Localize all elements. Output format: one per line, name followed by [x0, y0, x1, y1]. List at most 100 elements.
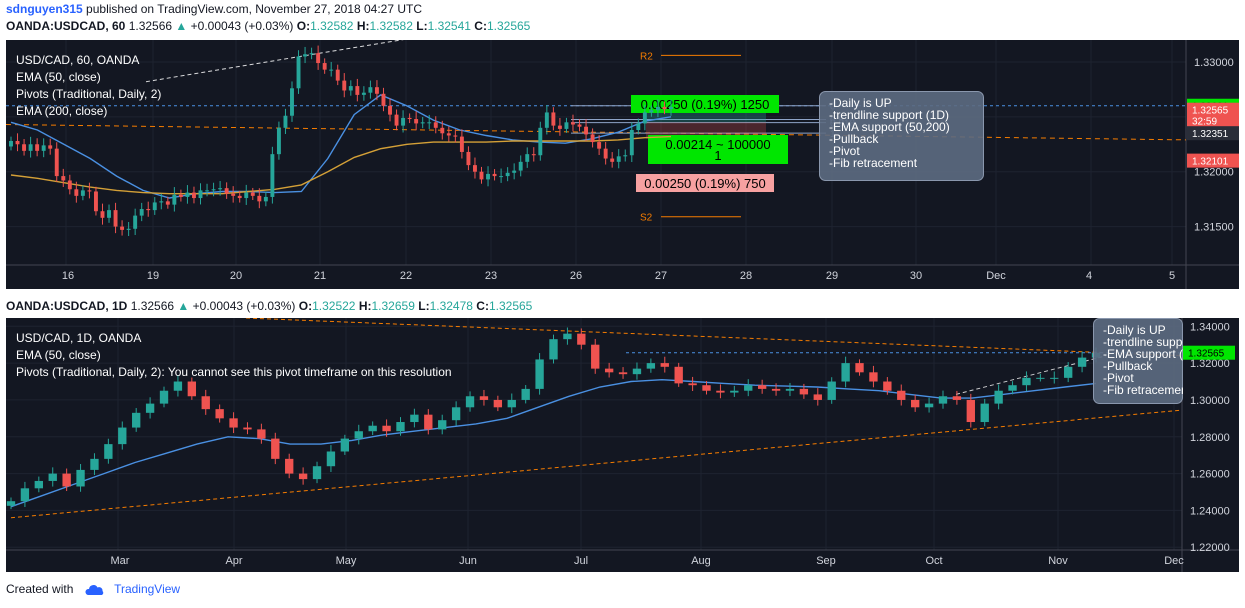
author-link[interactable]: sdnguyen315 — [6, 2, 83, 16]
y-tick-label: 1.32000 — [1190, 358, 1230, 370]
candle — [410, 414, 419, 423]
candle — [394, 114, 399, 126]
candle — [120, 226, 125, 230]
top-low: 1.32541 — [427, 19, 471, 33]
candle — [326, 451, 336, 467]
candle — [662, 106, 667, 110]
candle — [340, 438, 350, 452]
loss-zone — [646, 122, 766, 139]
y-tick-label: 1.26000 — [1190, 469, 1230, 481]
candle — [785, 388, 795, 391]
price-axis-label: 1.32565 — [1188, 349, 1225, 360]
annotation-line: -trendline support (1D) — [829, 108, 949, 122]
candle — [465, 396, 475, 408]
candle — [173, 381, 183, 391]
candle — [354, 431, 363, 439]
candle — [492, 173, 497, 177]
candle — [152, 202, 157, 211]
annotation-callout[interactable]: -Daily is UP-trendline support (1D)-EMA … — [1093, 318, 1224, 404]
candle — [551, 112, 556, 126]
candle — [76, 469, 85, 487]
annotation-box — [1093, 318, 1183, 404]
candle — [61, 176, 66, 181]
candle — [309, 53, 314, 55]
bottom-last: 1.32566 — [130, 299, 175, 313]
candle — [312, 466, 322, 480]
y-tick-label: 1.30000 — [1190, 395, 1230, 407]
candle — [980, 403, 989, 423]
candle — [54, 148, 59, 177]
candle — [646, 363, 656, 369]
candle — [205, 190, 209, 192]
candle — [544, 112, 549, 128]
legend-item: Pivots (Traditional, Daily, 2) — [16, 87, 161, 101]
ema50-line — [10, 94, 672, 199]
y-tick-label: 1.31500 — [1194, 222, 1234, 234]
candle — [15, 140, 20, 145]
resistance-trendline — [245, 318, 1183, 357]
top-symbol: OANDA:USDCAD, 60 — [6, 19, 126, 33]
candle — [1036, 377, 1045, 379]
candle — [107, 210, 111, 218]
candle — [577, 333, 586, 345]
candle — [361, 92, 366, 95]
candle — [6, 501, 16, 506]
candle — [1008, 385, 1017, 391]
position-label: 0.00214 ~ 100000 — [665, 137, 770, 152]
candle — [335, 69, 340, 81]
candle — [571, 122, 575, 125]
candle — [298, 473, 308, 480]
candle — [342, 80, 347, 91]
bottom-low: 1.32478 — [429, 299, 473, 313]
position-label: 1 — [714, 148, 721, 163]
candle — [629, 130, 634, 156]
tradingview-link[interactable]: TradingView — [114, 582, 181, 596]
candle — [642, 112, 647, 124]
x-tick-label: 21 — [314, 270, 326, 282]
top-chart-panel[interactable]: R2S200.50.61810.00250 (0.19%) 12500.0021… — [6, 40, 1239, 289]
candle — [459, 136, 464, 152]
candle — [276, 127, 281, 155]
candle — [87, 190, 92, 192]
up-arrow-icon: ▲ — [175, 19, 188, 33]
candle — [841, 363, 850, 382]
x-tick-label: Nov — [1048, 555, 1068, 567]
candle — [285, 458, 294, 474]
candle — [368, 87, 373, 93]
x-tick-label: 5 — [1169, 270, 1175, 282]
x-tick-label: 28 — [740, 270, 752, 282]
candle — [296, 56, 301, 89]
candle — [93, 191, 98, 212]
candle — [855, 363, 864, 373]
y-tick-label: 1.33000 — [1194, 57, 1234, 69]
bottom-chart-svg[interactable]: 1.34000 1.32000 1.30000 1.28000 1.26000 1.240… — [6, 318, 1239, 572]
annotation-callout[interactable]: -Daily is UP-trendline support (1D)-EMA … — [819, 91, 984, 181]
candle — [178, 194, 183, 197]
candle — [525, 154, 530, 162]
candle — [420, 122, 425, 124]
candle — [535, 359, 544, 389]
legend-item: EMA (50, close) — [16, 70, 101, 84]
candle — [283, 115, 288, 128]
candle — [250, 192, 255, 196]
top-chart-svg[interactable]: R2S200.50.61810.00250 (0.19%) 12500.0021… — [6, 40, 1239, 289]
price-axis-label: 1.32351 — [1192, 129, 1229, 140]
candle — [368, 425, 377, 432]
top-change: +0.00043 (+0.03%) — [190, 19, 294, 33]
candle — [80, 190, 85, 196]
candle — [28, 144, 33, 151]
candle — [62, 473, 71, 487]
candle — [557, 125, 562, 129]
annotation-line: -Daily is UP — [829, 96, 892, 110]
x-tick-label: Sep — [816, 555, 836, 567]
candle — [869, 372, 878, 382]
candle — [702, 385, 711, 391]
candle — [396, 422, 405, 432]
candle — [577, 124, 582, 127]
candle — [493, 399, 503, 408]
candle — [159, 390, 169, 404]
candle — [1077, 357, 1087, 367]
candle — [146, 209, 151, 211]
bottom-chart-panel[interactable]: 1.34000 1.32000 1.30000 1.28000 1.26000 1.240… — [6, 318, 1239, 572]
candle — [215, 409, 224, 419]
